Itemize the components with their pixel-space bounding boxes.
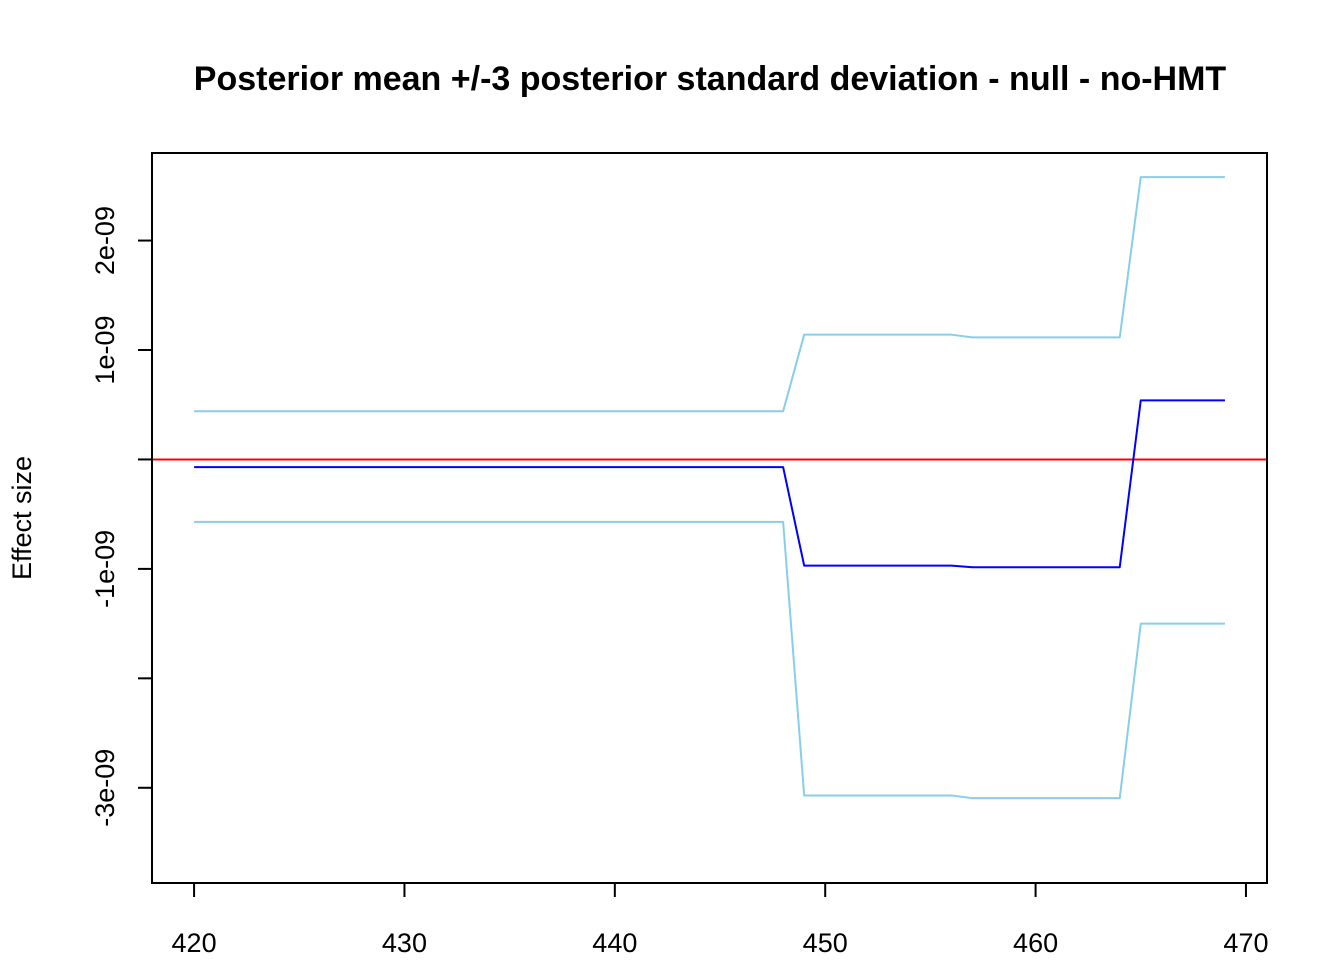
x-tick-label: 450 (803, 928, 848, 958)
x-tick-label: 460 (1013, 928, 1058, 958)
y-tick-label: -1e-09 (90, 530, 120, 608)
y-tick-label: -3e-09 (90, 749, 120, 827)
plot-frame (151, 152, 1268, 884)
series-line-2 (194, 520, 1225, 800)
x-tick-label: 470 (1223, 928, 1268, 958)
y-tick-label: 1e-09 (90, 315, 120, 384)
x-tick-label: 420 (172, 928, 217, 958)
series-line-1 (194, 399, 1225, 569)
plot-area (152, 176, 1267, 800)
y-axis: -3e-09 -1e-09 1e-09 2e-09 (90, 206, 153, 827)
y-axis-label: Effect size (7, 456, 37, 580)
x-tick-label: 430 (382, 928, 427, 958)
x-tick-label: 440 (592, 928, 637, 958)
chart-title: Posterior mean +/-3 posterior standard d… (194, 60, 1227, 98)
series-line-0 (194, 176, 1225, 413)
x-axis: 420 430 440 450 460 470 (172, 882, 1268, 958)
y-tick-label: 2e-09 (90, 206, 120, 275)
